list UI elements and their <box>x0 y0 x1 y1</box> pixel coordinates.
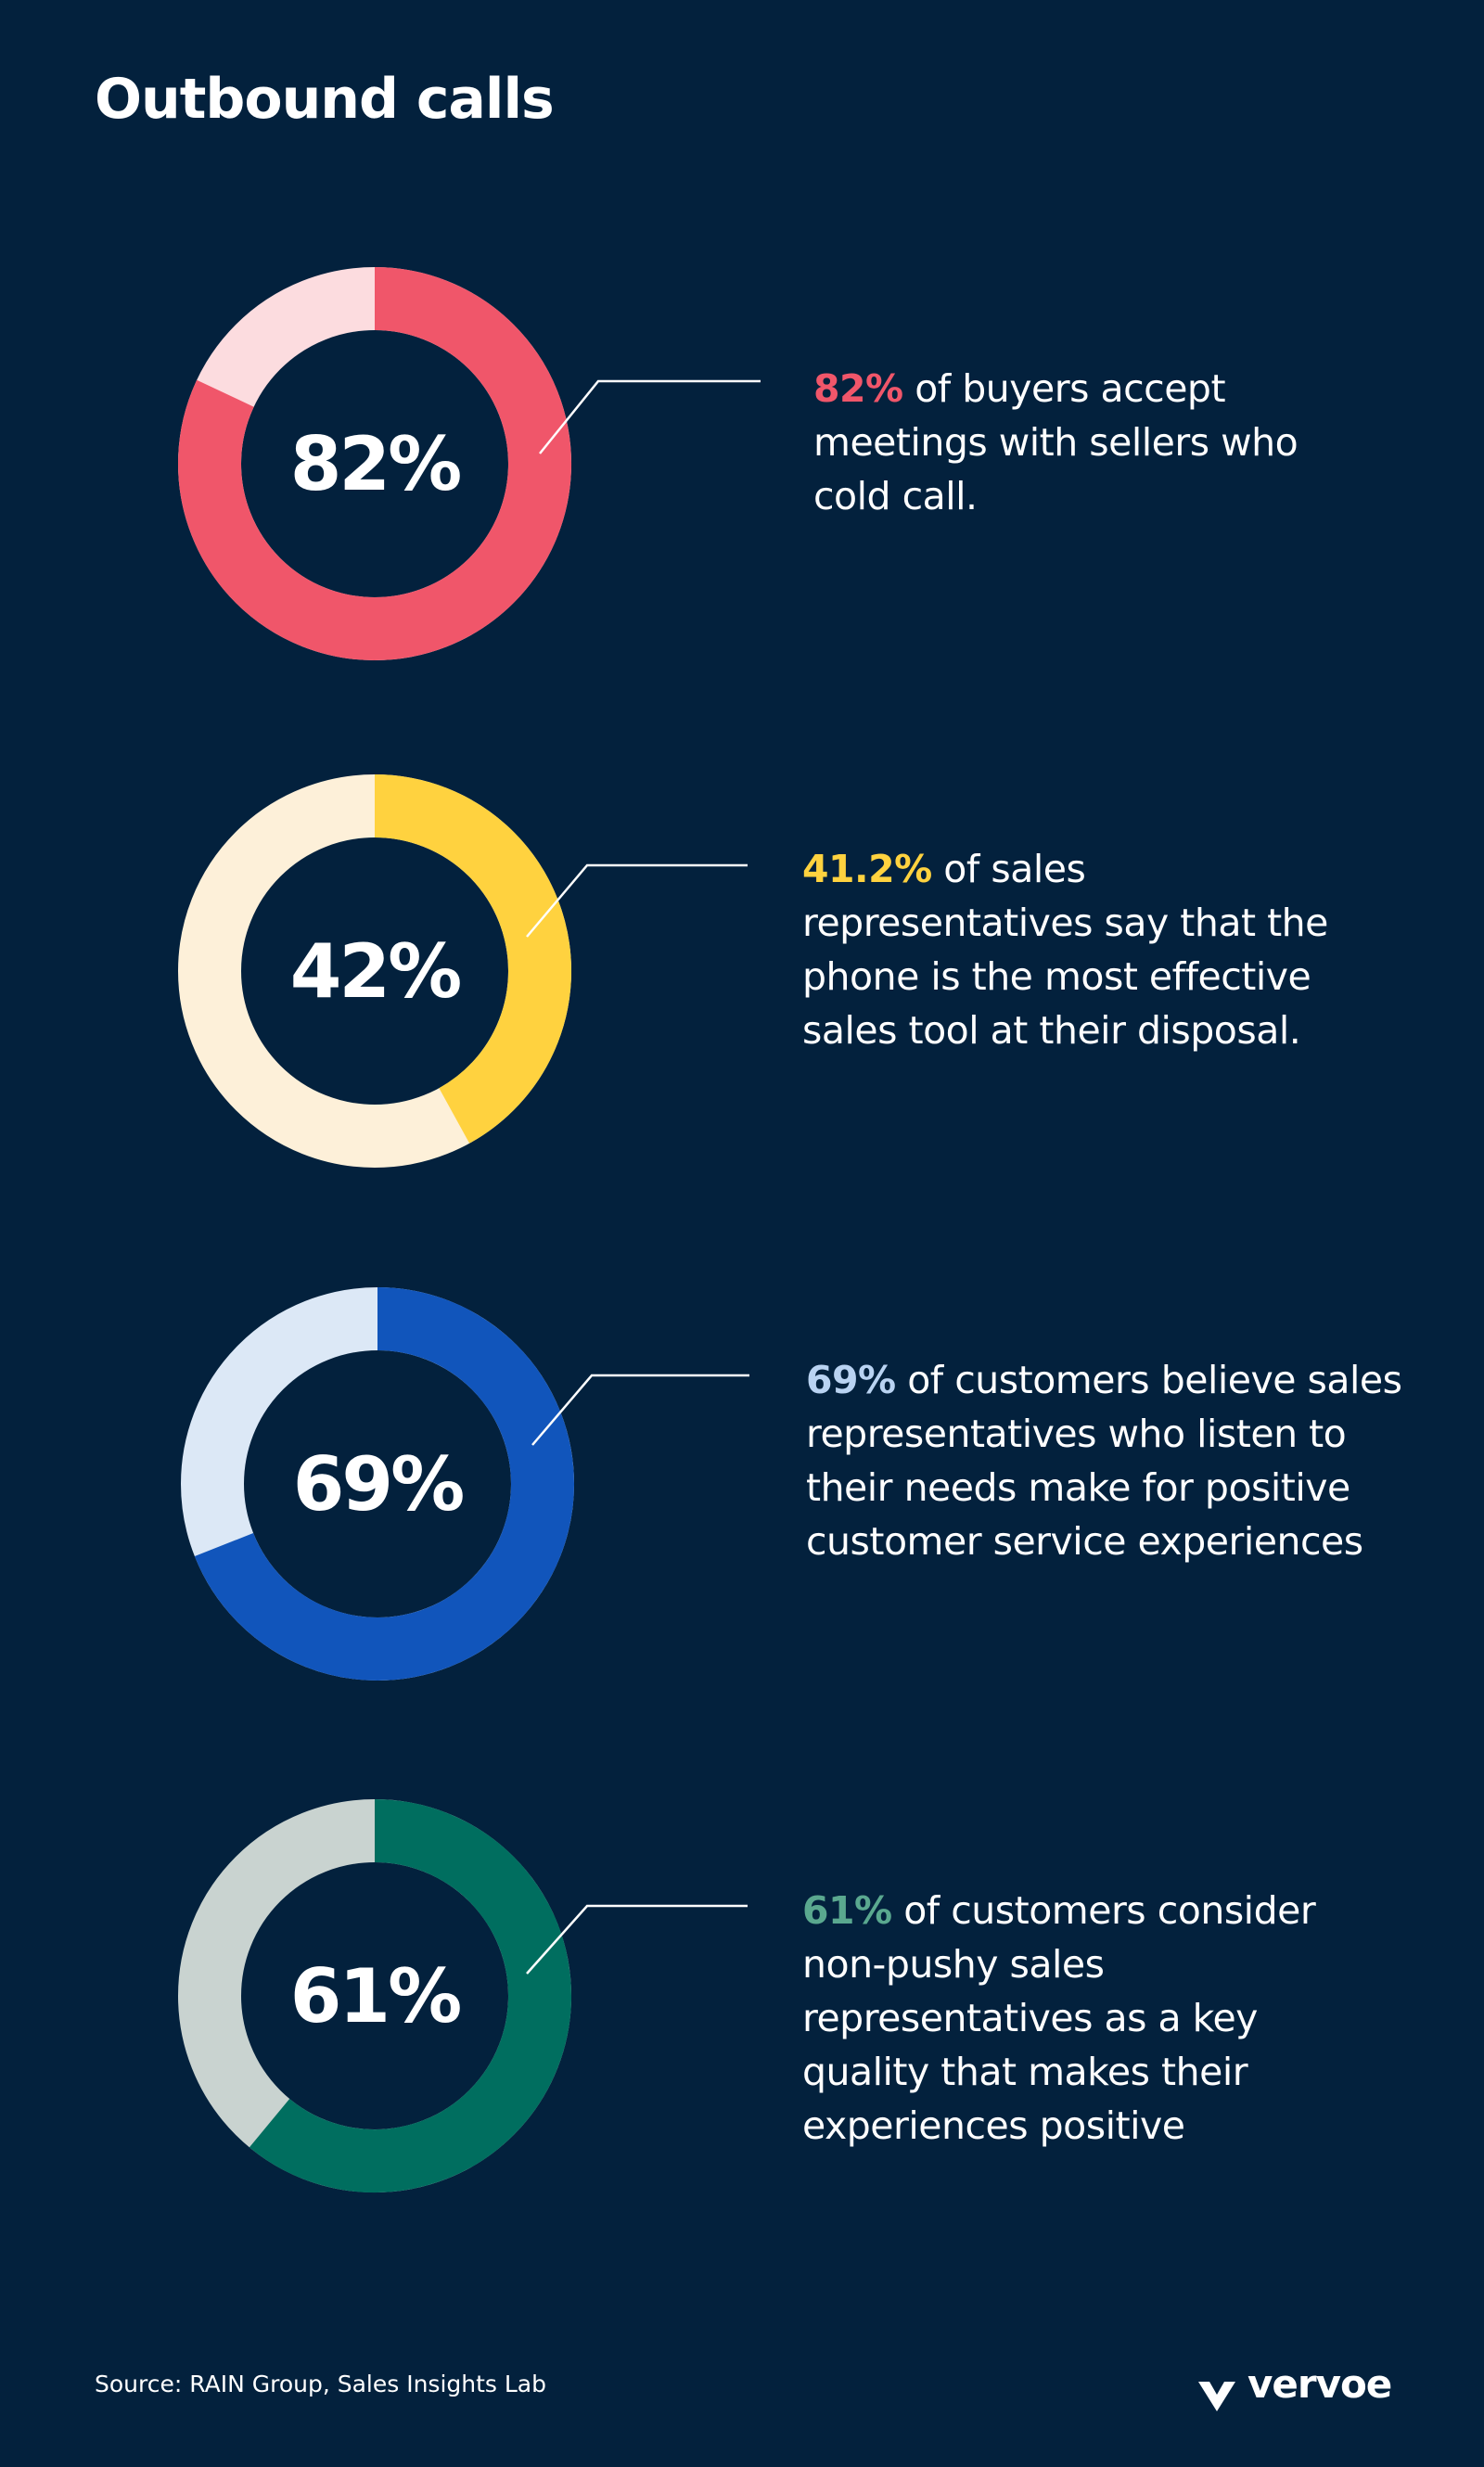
logo: vervoe <box>1247 2361 1392 2407</box>
connector <box>531 1374 749 1446</box>
highlight: 61% <box>802 1888 892 1933</box>
highlight: 69% <box>806 1358 896 1402</box>
donut-label: 82% <box>290 421 460 507</box>
highlight: 82% <box>813 366 903 411</box>
description: 69% of customers believe sales represent… <box>806 1353 1409 1568</box>
logo-icon <box>1198 2382 1235 2411</box>
donut-arc <box>374 774 571 1144</box>
donut-arc <box>249 1799 571 2192</box>
donut-label: 42% <box>290 928 460 1015</box>
description-text: of buyers accept meetings with sellers w… <box>813 366 1298 518</box>
connector <box>539 379 761 454</box>
donut-arc <box>178 267 571 660</box>
description-text: of customers consider non-pushy sales re… <box>802 1888 1316 2148</box>
description: 61% of customers consider non-pushy sale… <box>802 1884 1359 2153</box>
connector <box>526 863 748 938</box>
description: 41.2% of sales representatives say that … <box>802 842 1377 1057</box>
description-text: of sales representatives say that the ph… <box>802 847 1328 1053</box>
donut-arc <box>194 1287 574 1681</box>
description-text: of customers believe sales representativ… <box>806 1358 1402 1564</box>
title: Outbound calls <box>95 67 555 132</box>
donut-label: 69% <box>293 1441 463 1527</box>
highlight: 41.2% <box>802 847 932 891</box>
connector <box>526 1904 748 1975</box>
donut-label: 61% <box>290 1953 460 2039</box>
description: 82% of buyers accept meetings with selle… <box>813 362 1370 523</box>
source: Source: RAIN Group, Sales Insights Lab <box>95 2371 546 2397</box>
